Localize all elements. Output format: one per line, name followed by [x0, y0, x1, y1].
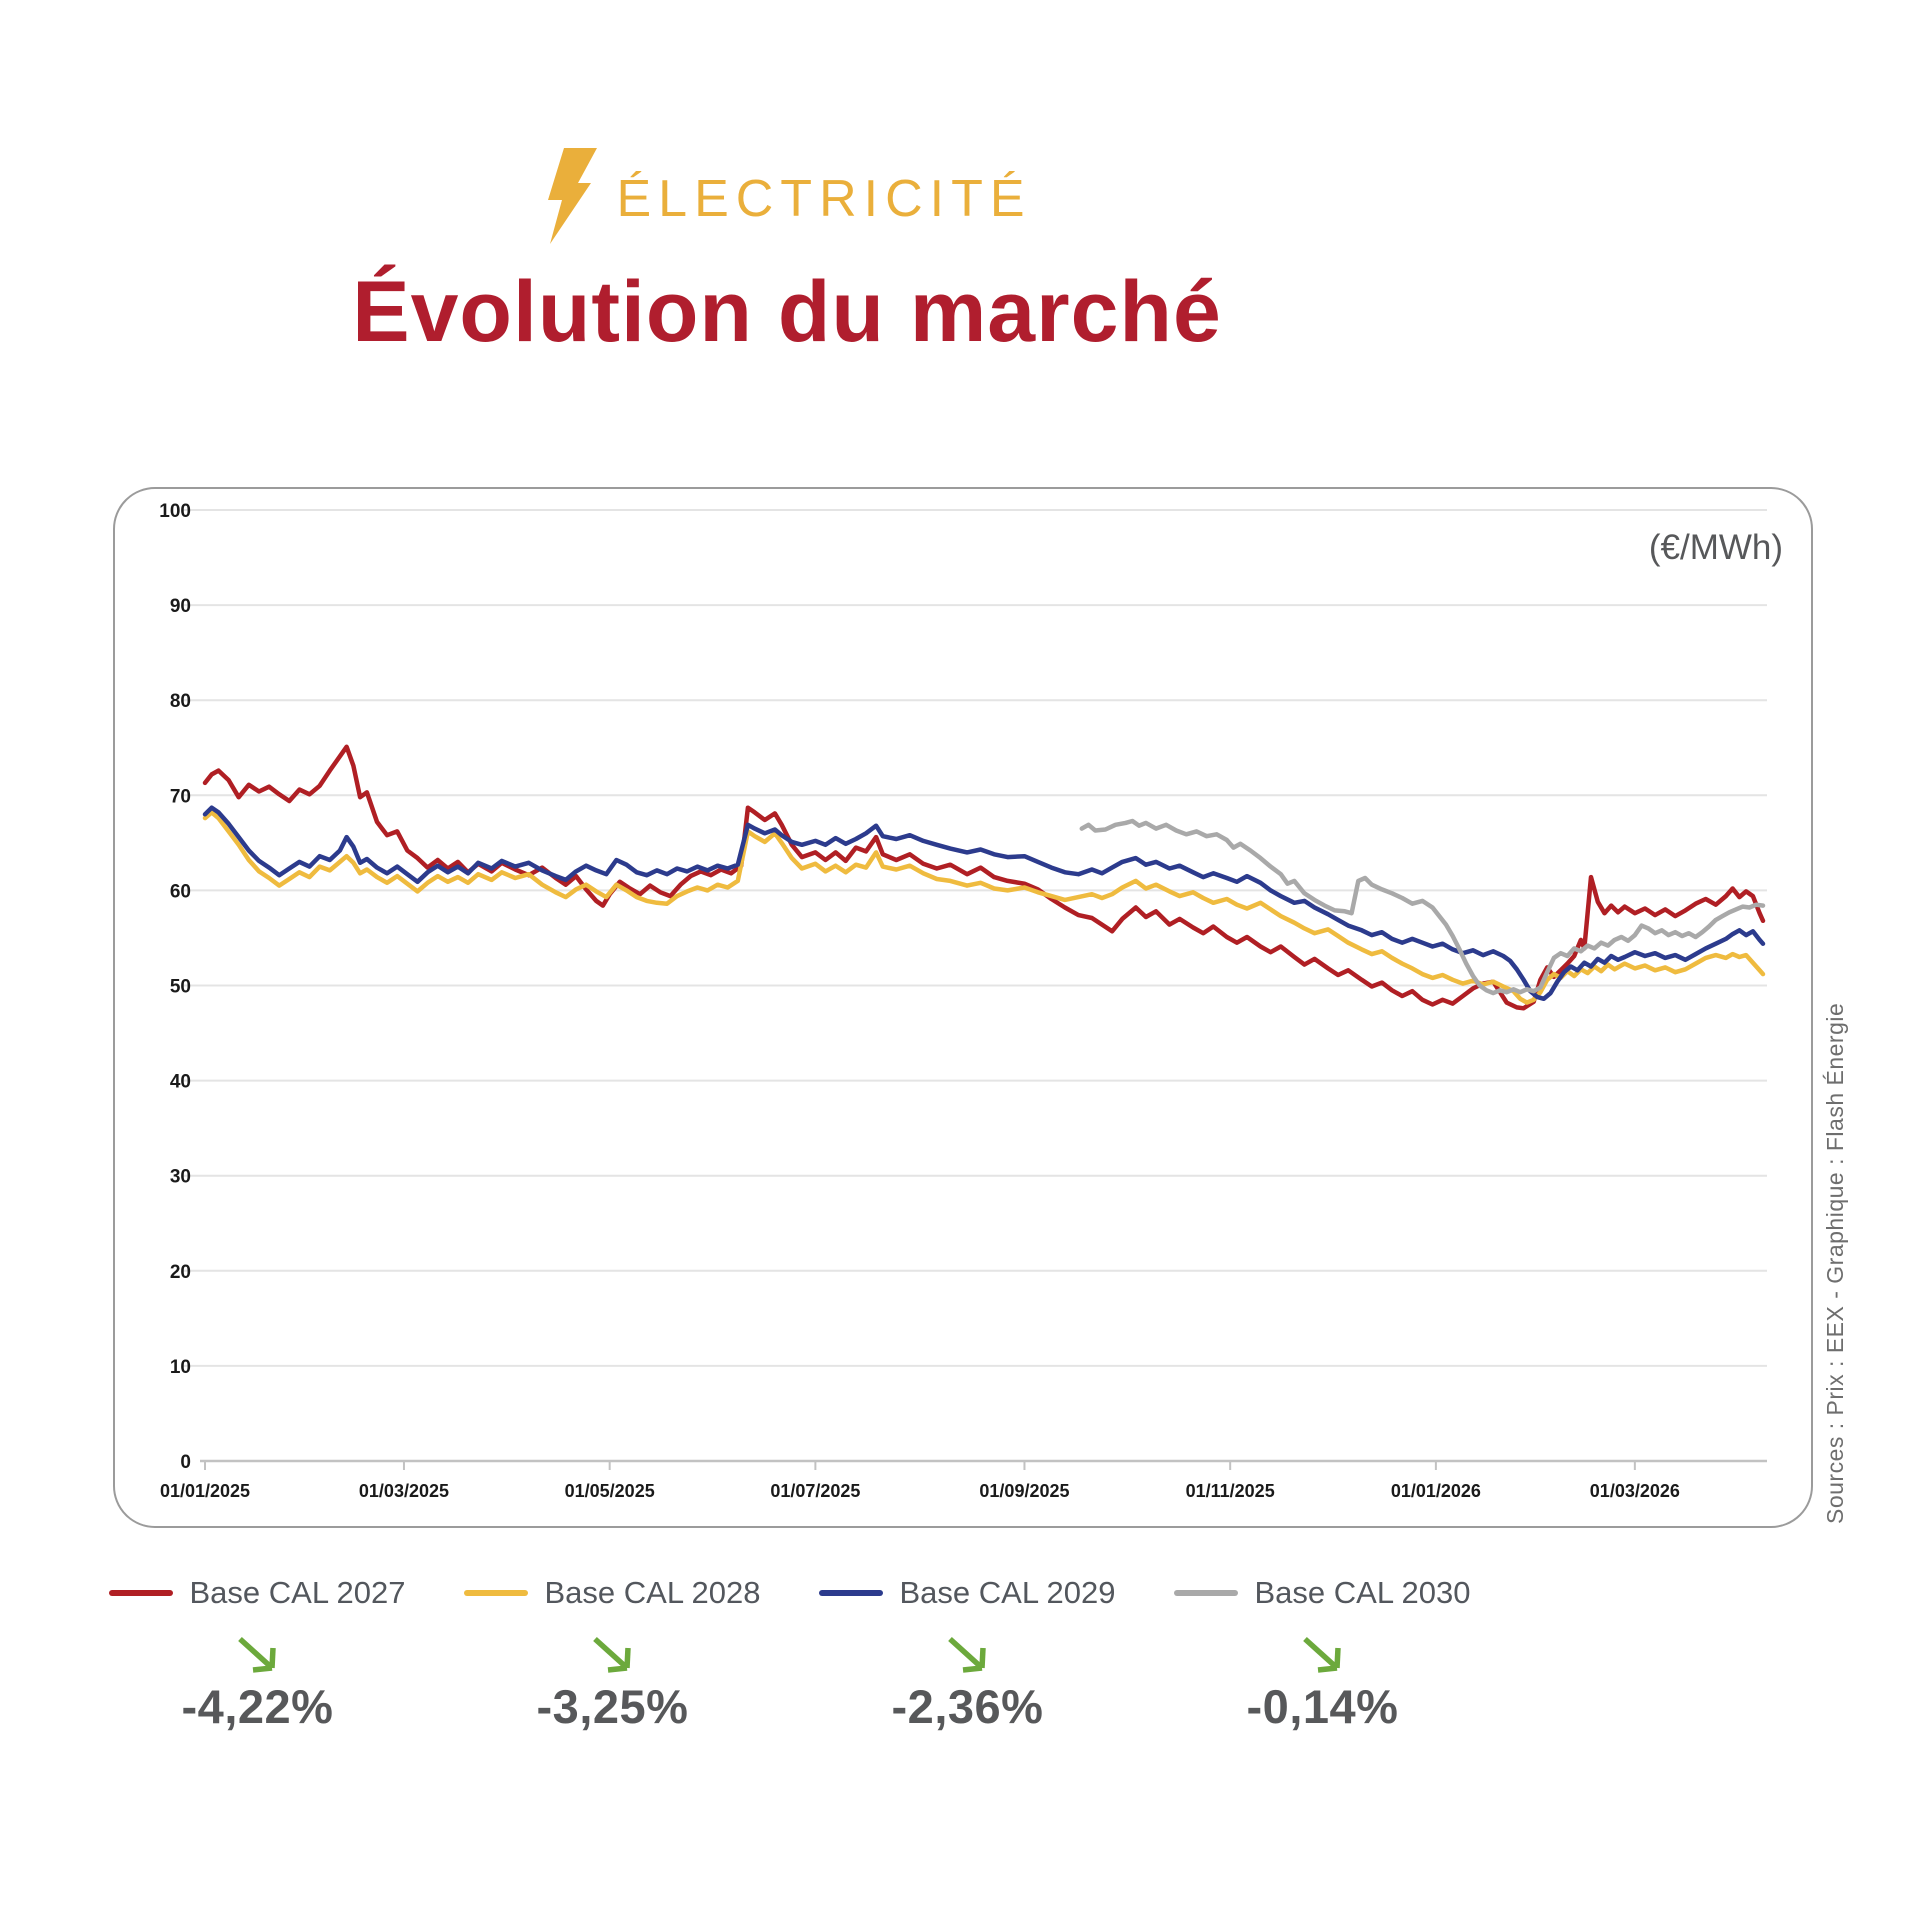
page-header: ÉLECTRICITÉ Évolution du marché	[0, 148, 1574, 362]
down-right-arrow-icon	[1302, 1636, 1341, 1673]
x-axis-label: 01/11/2025	[1186, 1481, 1275, 1501]
down-right-arrow-icon	[592, 1636, 631, 1673]
market-evolution-chart: 0 10 20 30 40 50 60 70 80 90 100 01/01/2025 01/03/20…	[159, 501, 1783, 1501]
weekly-change-2030: -0,14%	[1246, 1680, 1399, 1733]
legend-entry: Base CAL 2028	[464, 1575, 761, 1611]
x-axis-label: 01/09/2025	[979, 1481, 1069, 1501]
x-axis-label: 01/07/2025	[770, 1481, 860, 1501]
footer-col-2028: Base CAL 2028 -3,25%	[435, 1575, 790, 1734]
y-axis-label-40: 40	[170, 1072, 191, 1093]
weekly-change-2028: -3,25%	[536, 1680, 689, 1733]
y-axis-label-60: 60	[170, 881, 191, 902]
lightning-bolt-icon	[542, 148, 598, 249]
x-axis-label: 01/03/2025	[359, 1481, 449, 1501]
footer-col-2029: Base CAL 2029 -2,36%	[790, 1575, 1145, 1734]
legend-entry: Base CAL 2030	[1174, 1575, 1471, 1611]
legend-swatch	[464, 1590, 529, 1596]
legend-swatch	[819, 1590, 884, 1596]
x-axis-label: 01/01/2026	[1391, 1481, 1481, 1501]
x-axis-label: 01/05/2025	[565, 1481, 655, 1501]
down-right-arrow-icon	[947, 1636, 986, 1673]
y-axis-label-10: 10	[170, 1357, 191, 1378]
x-axis-label: 01/03/2026	[1590, 1481, 1680, 1501]
source-note: Sources : Prix : EEX - Graphique : Flash…	[1822, 1002, 1848, 1524]
legend-swatch	[109, 1590, 174, 1596]
legend-and-changes: Base CAL 2027 -4,22% Base CAL 2028 -3,25% Ba…	[80, 1575, 1500, 1734]
legend-entry: Base CAL 2029	[819, 1575, 1116, 1611]
series-line-2029	[202, 805, 1766, 1002]
footer-col-2030: Base CAL 2030 -0,14%	[1145, 1575, 1500, 1734]
legend-label: Base CAL 2029	[899, 1575, 1116, 1610]
legend-swatch	[1174, 1590, 1239, 1596]
y-axis-label-80: 80	[170, 691, 191, 712]
unit-label: (€/MWh)	[1649, 528, 1783, 567]
y-axis-label-70: 70	[170, 786, 191, 807]
y-axis-label-30: 30	[170, 1167, 191, 1188]
y-axis-label-0: 0	[180, 1452, 191, 1473]
weekly-change-2029: -2,36%	[891, 1680, 1044, 1733]
series-line-2030	[1079, 818, 1766, 996]
x-axis-label: 01/01/2025	[160, 1481, 250, 1501]
kicker-label: ÉLECTRICITÉ	[616, 169, 1032, 228]
down-right-arrow-icon	[237, 1636, 276, 1673]
y-axis-label-50: 50	[170, 977, 191, 998]
legend-label: Base CAL 2030	[1254, 1575, 1471, 1610]
page-title: Évolution du marché	[352, 264, 1222, 360]
legend-label: Base CAL 2028	[544, 1575, 761, 1610]
y-axis-label-100: 100	[159, 501, 191, 522]
series-line-2028	[202, 810, 1766, 1005]
chart-card: 0 10 20 30 40 50 60 70 80 90 100 01/01/2025 01/03/20…	[113, 487, 1813, 1528]
y-axis-label-20: 20	[170, 1262, 191, 1283]
weekly-change-2027: -4,22%	[181, 1680, 334, 1733]
series-line-2027	[202, 744, 1766, 1011]
footer-col-2027: Base CAL 2027 -4,22%	[80, 1575, 435, 1734]
legend-label: Base CAL 2027	[189, 1575, 406, 1610]
legend-entry: Base CAL 2027	[109, 1575, 406, 1611]
y-axis-label-90: 90	[170, 596, 191, 617]
